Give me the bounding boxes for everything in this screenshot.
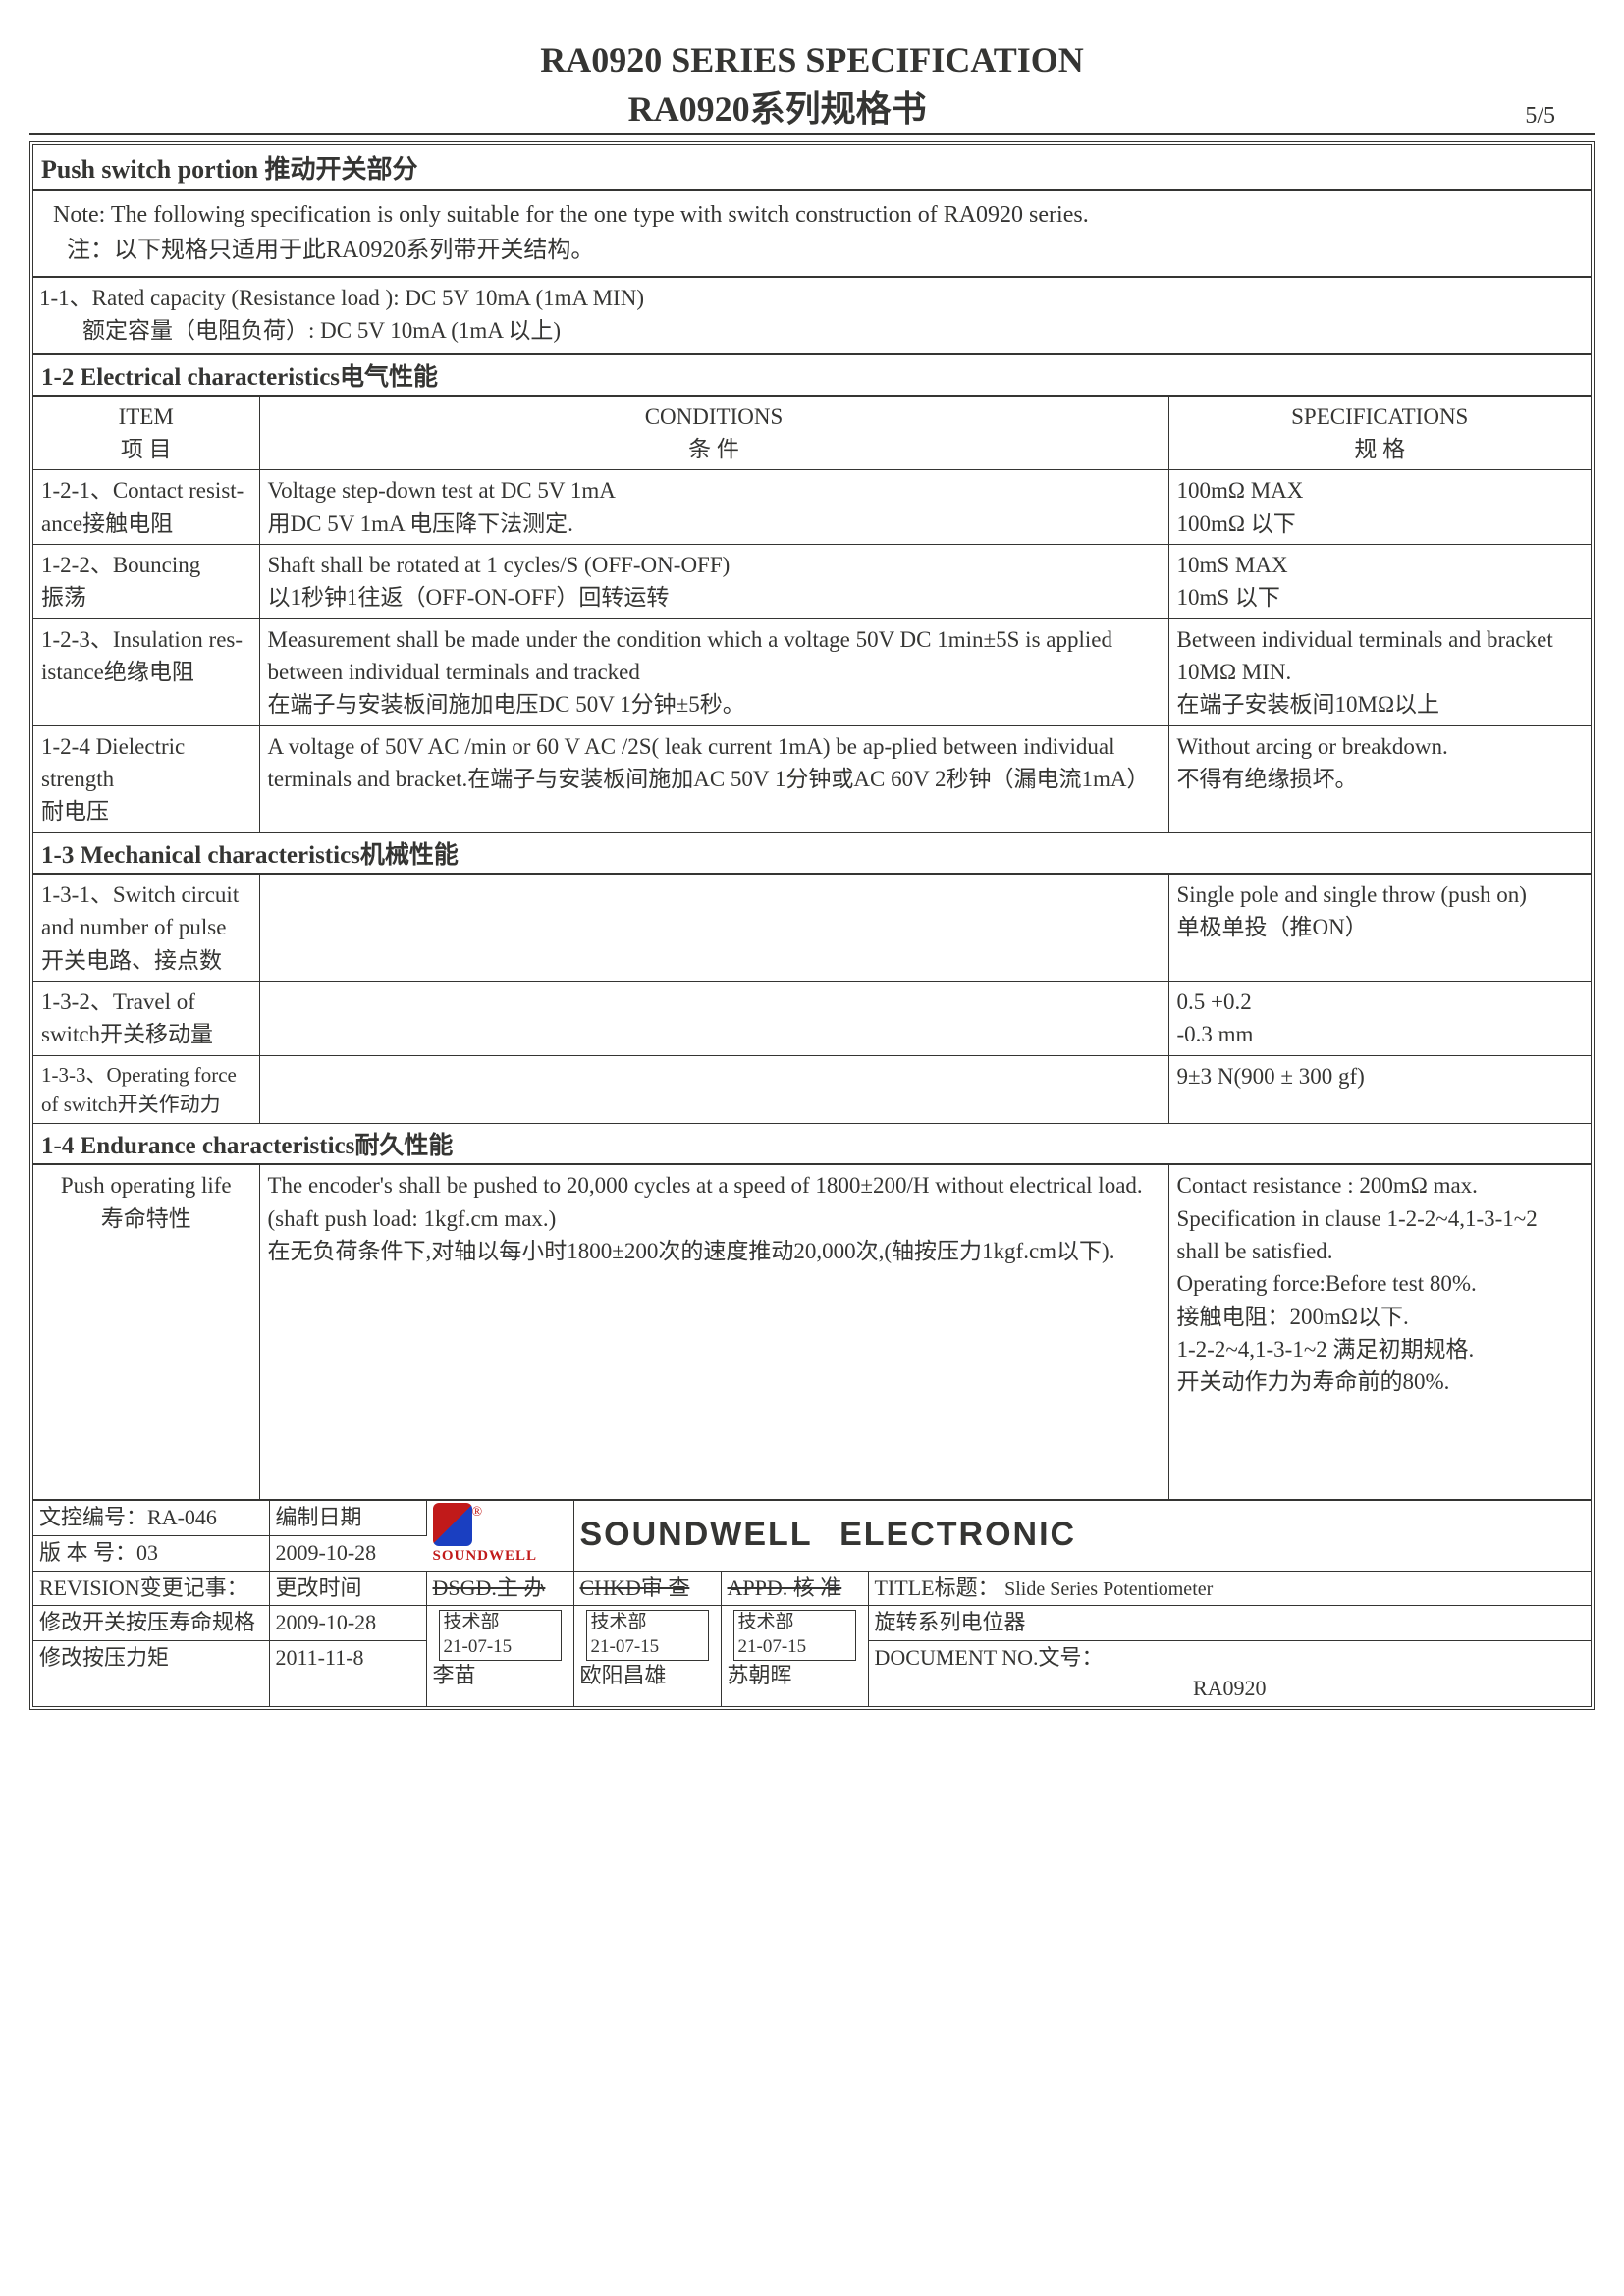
cell-cond bbox=[259, 981, 1168, 1055]
row-1-2-4: 1-2-4 Dielectric strength 耐电压 A voltage … bbox=[33, 725, 1591, 832]
row-1-2-1: 1-2-1、Contact resist-ance接触电阻 Voltage st… bbox=[33, 470, 1591, 545]
row-1-3-1: 1-3-1、Switch circuit and number of pulse… bbox=[33, 875, 1591, 982]
rated-capacity: 1-1、Rated capacity (Resistance load ): D… bbox=[33, 278, 1591, 355]
document-no-cell: DOCUMENT NO.文号： RA0920 bbox=[868, 1641, 1591, 1706]
cell-spec: 0.5 +0.2 -0.3 mm bbox=[1168, 981, 1591, 1055]
title-cn: RA0920系列规格书 bbox=[29, 80, 1525, 132]
cell-cond bbox=[259, 875, 1168, 982]
spec-frame: Push switch portion 推动开关部分 Note: The fol… bbox=[29, 141, 1595, 1710]
electrical-table: ITEM 项 目 CONDITIONS 条 件 SPECIFICATIONS 规… bbox=[33, 397, 1591, 833]
title-rule bbox=[29, 133, 1595, 135]
rated-line-cn: 额定容量（电阻负荷）: DC 5V 10mA (1mA 以上) bbox=[39, 314, 1585, 347]
cell-cond: Measurement shall be made under the cond… bbox=[259, 618, 1168, 725]
note-line-cn: 注：以下规格只适用于此RA0920系列带开关结构。 bbox=[53, 233, 1571, 268]
cell-item: 1-2-3、Insulation res-istance绝缘电阻 bbox=[33, 618, 259, 725]
cell-spec: Without arcing or breakdown.不得有绝缘损坏。 bbox=[1168, 725, 1591, 832]
cell-item: 1-3-1、Switch circuit and number of pulse… bbox=[33, 875, 259, 982]
cell-cond: A voltage of 50V AC /min or 60 V AC /2S(… bbox=[259, 725, 1168, 832]
push-switch-heading: Push switch portion 推动开关部分 bbox=[33, 145, 1591, 191]
appd-label: APPD. 核 准 bbox=[721, 1571, 868, 1606]
registered-mark: ® bbox=[472, 1505, 483, 1520]
signer-1: 李苗 bbox=[433, 1663, 476, 1687]
cell-item: 1-2-4 Dielectric strength 耐电压 bbox=[33, 725, 259, 832]
row-1-4: Push operating life寿命特性 The encoder's sh… bbox=[33, 1165, 1591, 1499]
row-1-2-2: 1-2-2、Bouncing 振荡 Shaft shall be rotated… bbox=[33, 545, 1591, 619]
cell-item: 1-3-2、Travel of switch开关移动量 bbox=[33, 981, 259, 1055]
change-desc-2: 修改按压力矩 bbox=[33, 1641, 269, 1706]
signer-2: 欧阳昌雄 bbox=[580, 1663, 667, 1687]
change-date-1: 2009-10-28 bbox=[269, 1606, 426, 1641]
section-1-4-heading: 1-4 Endurance characteristics耐久性能 bbox=[33, 1124, 1591, 1165]
cell-cond bbox=[259, 1055, 1168, 1124]
cell-item: Push operating life寿命特性 bbox=[33, 1165, 259, 1499]
row-1-3-3: 1-3-3、Operating force of switch开关作动力 9±3… bbox=[33, 1055, 1591, 1124]
compile-date-label: 编制日期 bbox=[269, 1500, 426, 1535]
cell-spec: 9±3 N(900 ± 300 gf) bbox=[1168, 1055, 1591, 1124]
cell-spec: Single pole and single throw (push on)单极… bbox=[1168, 875, 1591, 982]
title-en: RA0920 SERIES SPECIFICATION bbox=[29, 39, 1595, 80]
section-1-3-heading: 1-3 Mechanical characteristics机械性能 bbox=[33, 833, 1591, 875]
th-item: ITEM 项 目 bbox=[33, 397, 259, 470]
row-1-3-2: 1-3-2、Travel of switch开关移动量 0.5 +0.2 -0.… bbox=[33, 981, 1591, 1055]
page-number: 5/5 bbox=[1525, 103, 1595, 132]
chkd-signature: 技术部 21-07-15 欧阳昌雄 bbox=[573, 1606, 721, 1706]
footer-table: 文控编号：RA-046 编制日期 ® SOUNDWELL SOUNDWELL E… bbox=[33, 1500, 1591, 1706]
cell-item: 1-2-2、Bouncing 振荡 bbox=[33, 545, 259, 619]
change-date-2: 2011-11-8 bbox=[269, 1641, 426, 1706]
section-1-2-heading: 1-2 Electrical characteristics电气性能 bbox=[33, 355, 1591, 397]
revision-label: REVISION变更记事： bbox=[33, 1571, 269, 1606]
th-conditions: CONDITIONS 条 件 bbox=[259, 397, 1168, 470]
endurance-table: Push operating life寿命特性 The encoder's sh… bbox=[33, 1165, 1591, 1500]
title-label-cell: TITLE标题： Slide Series Potentiometer bbox=[868, 1571, 1591, 1606]
brand-cell: SOUNDWELL ELECTRONIC bbox=[573, 1500, 1591, 1571]
cell-spec: Between individual terminals and bracket… bbox=[1168, 618, 1591, 725]
title-cn: 旋转系列电位器 bbox=[868, 1606, 1591, 1641]
change-time-label: 更改时间 bbox=[269, 1571, 426, 1606]
soundwell-logo-icon bbox=[433, 1503, 472, 1546]
chkd-label: CHKD审 查 bbox=[573, 1571, 721, 1606]
version-no: 版 本 号：03 bbox=[33, 1535, 269, 1571]
brand-soundwell: SOUNDWELL bbox=[580, 1516, 813, 1553]
cell-spec: 10mS MAX10mS 以下 bbox=[1168, 545, 1591, 619]
logo-text: SOUNDWELL bbox=[433, 1546, 568, 1567]
row-1-2-3: 1-2-3、Insulation res-istance绝缘电阻 Measure… bbox=[33, 618, 1591, 725]
note-line-en: Note: The following specification is onl… bbox=[53, 197, 1571, 233]
cell-cond: Voltage step-down test at DC 5V 1mA用DC 5… bbox=[259, 470, 1168, 545]
applicability-note: Note: The following specification is onl… bbox=[33, 191, 1591, 278]
cell-spec: 100mΩ MAX100mΩ 以下 bbox=[1168, 470, 1591, 545]
change-desc-1: 修改开关按压寿命规格 bbox=[33, 1606, 269, 1641]
document-no: RA0920 bbox=[875, 1674, 1586, 1704]
compile-date: 2009-10-28 bbox=[269, 1535, 426, 1571]
mechanical-table: 1-3-1、Switch circuit and number of pulse… bbox=[33, 875, 1591, 1125]
cell-item: 1-3-3、Operating force of switch开关作动力 bbox=[33, 1055, 259, 1124]
appd-signature: 技术部 21-07-15 苏朝晖 bbox=[721, 1606, 868, 1706]
dsgd-signature: 技术部 21-07-15 李苗 bbox=[426, 1606, 573, 1706]
logo-cell: ® SOUNDWELL bbox=[426, 1500, 573, 1571]
rated-line-en: 1-1、Rated capacity (Resistance load ): D… bbox=[39, 282, 1585, 314]
cell-spec: Contact resistance : 200mΩ max.Specifica… bbox=[1168, 1165, 1591, 1499]
cell-item: 1-2-1、Contact resist-ance接触电阻 bbox=[33, 470, 259, 545]
th-specifications: SPECIFICATIONS 规 格 bbox=[1168, 397, 1591, 470]
brand-electronic: ELECTRONIC bbox=[839, 1516, 1076, 1553]
cell-cond: The encoder's shall be pushed to 20,000 … bbox=[259, 1165, 1168, 1499]
cell-cond: Shaft shall be rotated at 1 cycles/S (OF… bbox=[259, 545, 1168, 619]
signer-3: 苏朝晖 bbox=[728, 1663, 792, 1687]
doc-control-no: 文控编号：RA-046 bbox=[33, 1500, 269, 1535]
dsgd-label: DSGD.主 办 bbox=[426, 1571, 573, 1606]
